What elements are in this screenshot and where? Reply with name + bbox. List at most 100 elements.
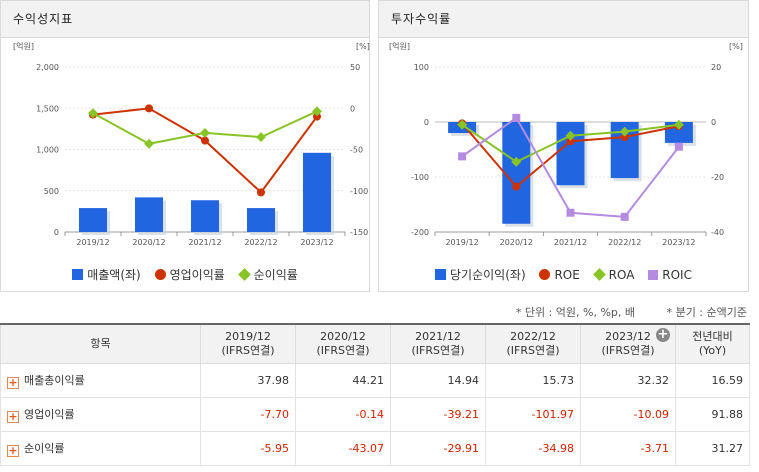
value-cell: -101.97 — [485, 396, 581, 432]
row-label-cell[interactable]: + 영업이익률 — [0, 396, 201, 432]
value-cell: -3.71 — [580, 430, 676, 466]
left-tick-label: 500 — [44, 187, 59, 196]
point-marker — [565, 130, 576, 141]
expand-columns-icon[interactable]: + — [656, 327, 670, 342]
header-item: 항목 — [0, 323, 201, 364]
point-marker — [620, 133, 629, 142]
value-cell: 91.88 — [675, 396, 750, 432]
value-cell: -5.95 — [200, 430, 296, 466]
left-axis-unit: [억원] — [389, 41, 410, 51]
unit-note: * 단위 : 억원, %, %p, 배 — [515, 306, 635, 319]
left-tick-label: -200 — [411, 228, 429, 237]
value-cell: 15.73 — [485, 362, 581, 398]
x-tick-label: 2021/12 — [554, 238, 587, 247]
right-tick-label: -40 — [711, 228, 724, 237]
x-tick-label: 2022/12 — [608, 238, 641, 247]
legend-label: ROE — [554, 268, 580, 282]
point-marker — [200, 127, 210, 138]
legend-roe[interactable]: ROE — [539, 268, 580, 282]
bar — [247, 208, 275, 232]
point-marker — [145, 104, 153, 113]
bar — [502, 122, 531, 224]
x-tick-label: 2022/12 — [244, 238, 277, 247]
left-tick-label: 100 — [414, 63, 429, 72]
legend-operating-margin[interactable]: 영업이익률 — [154, 266, 225, 283]
header-period: 2022/12 — [510, 329, 556, 343]
header-period: 2020/12 — [320, 329, 366, 343]
profitability-chart: [억원] [%] 0 500 1,000 1,500 2,000 -150 -100 -50 0 50… — [13, 41, 370, 247]
value-cell: -39.21 — [390, 396, 486, 432]
notes: * 단위 : 억원, %, %p, 배 * 분기 : 순액기준 — [0, 298, 749, 322]
return-title: 투자수익률 — [379, 1, 748, 38]
x-tick-label: 2019/12 — [445, 238, 478, 247]
right-axis-unit: [%] — [356, 42, 370, 51]
x-tick-label: 2021/12 — [188, 238, 221, 247]
header-period: 2021/12 — [415, 329, 461, 343]
bar-swatch-icon — [435, 269, 447, 280]
header-col: 2021/12 (IFRS연결) — [390, 323, 486, 364]
legend-label: ROIC — [662, 268, 692, 282]
table-row: + 매출총이익률 37.98 44.21 14.94 15.73 32.32 16.59 — [0, 362, 750, 398]
row-label: 영업이익률 — [24, 407, 75, 421]
left-tick-label: 1,000 — [36, 146, 59, 155]
point-marker — [674, 142, 683, 151]
legend-sales[interactable]: 매출액(좌) — [72, 266, 141, 283]
legend-roa[interactable]: ROA — [592, 268, 634, 282]
value-cell: 14.94 — [390, 362, 486, 398]
bar — [303, 152, 331, 232]
point-marker — [512, 113, 521, 122]
x-tick-label: 2023/12 — [300, 238, 333, 247]
header-basis: (IFRS연결) — [506, 343, 560, 357]
row-label-cell[interactable]: + 매출총이익률 — [0, 362, 201, 398]
left-tick-label: 1,500 — [36, 104, 59, 113]
legend-roic[interactable]: ROIC — [648, 268, 692, 282]
value-cell: 16.59 — [675, 362, 750, 398]
value-cell: 37.98 — [200, 362, 296, 398]
point-marker — [620, 212, 629, 221]
expand-row-icon[interactable]: + — [7, 409, 19, 423]
left-tick-label: 0 — [424, 118, 429, 127]
value-cell: -34.98 — [485, 430, 581, 466]
right-tick-label: 20 — [711, 63, 721, 72]
right-tick-label: 0 — [350, 104, 355, 113]
row-label-cell[interactable]: + 순이익률 — [0, 430, 201, 466]
expand-row-icon[interactable]: + — [7, 443, 19, 457]
expand-row-icon[interactable]: + — [7, 375, 19, 389]
right-tick-label: -20 — [711, 173, 724, 182]
point-marker — [566, 208, 575, 217]
left-tick-label: -100 — [411, 173, 429, 182]
point-marker — [256, 132, 266, 143]
header-basis: (IFRS연결) — [316, 343, 370, 357]
x-tick-label: 2020/12 — [132, 238, 165, 247]
header-basis: (IFRS연결) — [411, 343, 465, 357]
value-cell: -10.09 — [580, 396, 676, 432]
table-row: + 순이익률 -5.95 -43.07 -29.91 -34.98 -3.71 31.27 — [0, 430, 750, 466]
point-marker — [457, 119, 468, 130]
header-basis: (YoY) — [698, 343, 727, 357]
bar — [79, 208, 107, 232]
value-cell: 32.32 — [580, 362, 676, 398]
point-marker — [144, 138, 154, 149]
point-marker — [313, 112, 321, 121]
header-col: 전년대비 (YoY) — [675, 323, 750, 364]
right-tick-label: 50 — [350, 63, 360, 72]
bar — [191, 200, 219, 232]
legend-net-income[interactable]: 당기순이익(좌) — [435, 266, 526, 283]
square-marker-icon — [648, 270, 659, 280]
header-period: 2023/12 — [605, 329, 651, 343]
right-tick-label: 0 — [711, 118, 716, 127]
header-col: 2019/12 (IFRS연결) — [200, 323, 296, 364]
point-marker — [458, 152, 467, 161]
value-cell: -29.91 — [390, 430, 486, 466]
point-marker — [512, 182, 521, 191]
header-basis: (IFRS연결) — [601, 343, 655, 357]
legend-net-margin[interactable]: 순이익률 — [237, 266, 298, 283]
value-cell: -7.70 — [200, 396, 296, 432]
point-marker — [201, 136, 209, 145]
x-tick-label: 2023/12 — [662, 238, 695, 247]
header-period: 전년대비 — [692, 329, 733, 343]
value-cell: -0.14 — [295, 396, 391, 432]
value-cell: -43.07 — [295, 430, 391, 466]
legend-label: 영업이익률 — [169, 268, 225, 282]
